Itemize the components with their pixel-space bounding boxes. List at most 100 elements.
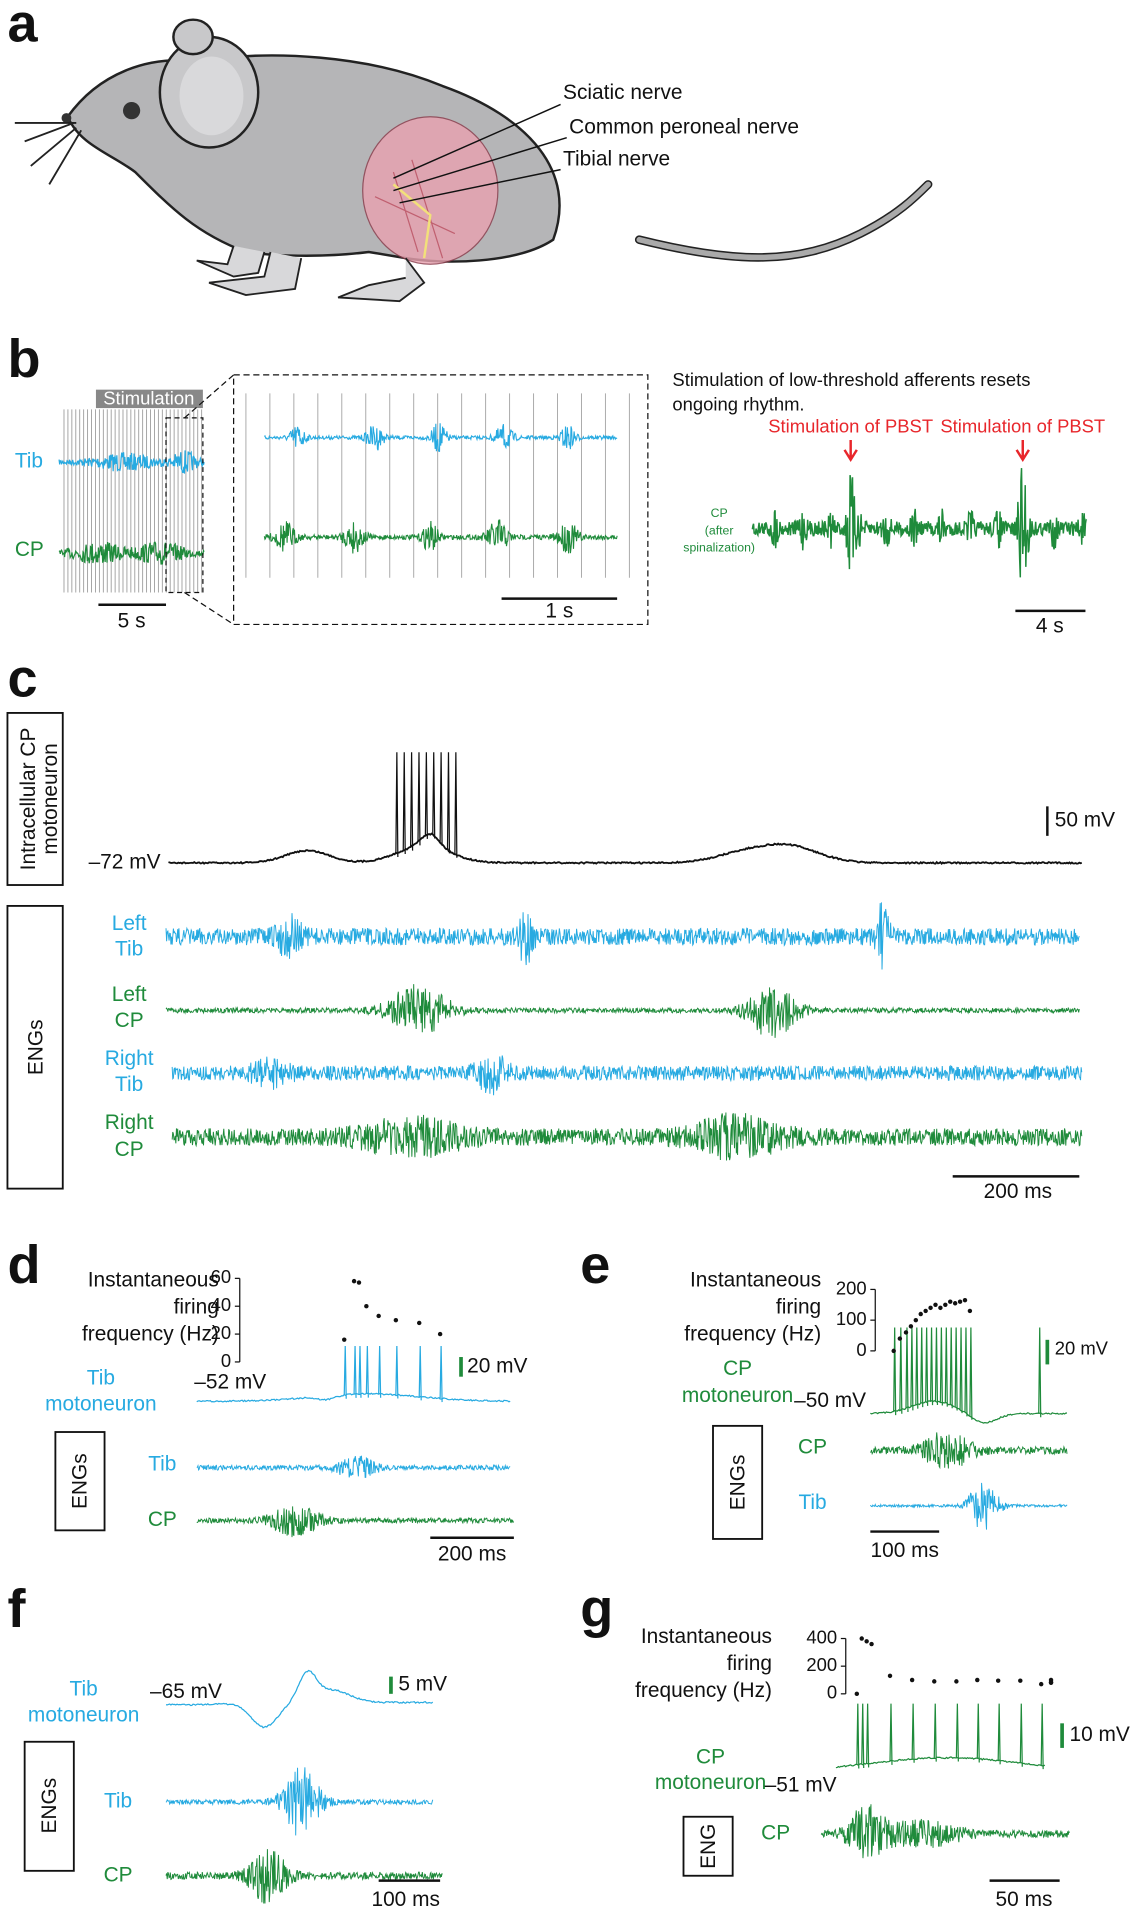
spike [866,1703,870,1768]
freq-point [967,1308,973,1314]
box [23,1740,75,1872]
trace-label: CP [798,1436,827,1459]
marker-label: Stimulation of PBST [768,416,933,437]
freq-point [903,1330,909,1335]
resting-label: –52 mV [194,1370,266,1393]
panel-label: f [7,1579,26,1639]
spike [410,752,414,851]
trace-label: CP [115,1138,144,1161]
note: ongoing rhythm. [672,394,804,415]
freq-point [859,1636,864,1641]
spike [893,1327,897,1416]
axis-label: Instantaneous [690,1268,821,1291]
trace [196,1506,514,1538]
trace-label: CP [696,1745,725,1768]
spike [976,1703,980,1763]
trace [165,1767,434,1836]
freq-point [962,1297,968,1303]
spike [899,1327,903,1414]
freq-point [393,1317,399,1323]
trace-label: Tib [104,1790,132,1813]
spike [856,1703,860,1769]
axis-label: firing [776,1295,821,1318]
freq-point [928,1305,933,1311]
trace [165,1849,443,1904]
annotation: Sciatic nerve [563,81,683,104]
trace-label: motoneuron [682,1384,793,1407]
spike [1019,1703,1023,1767]
box-label: Intracellular CP [17,728,40,871]
zoom-panel [233,374,649,626]
freq-point [975,1677,980,1683]
trace [820,1804,1070,1859]
spike [933,1703,937,1762]
resting-label: –72 mV [89,850,161,873]
trace-label: CP [115,1009,144,1032]
trace [58,541,205,565]
freq-point [995,1678,1001,1683]
box [6,904,64,1190]
spike [955,1703,959,1762]
spike [454,752,458,858]
spike [954,1327,958,1411]
stim-bar [95,389,203,409]
spike [959,1327,963,1414]
scale-label: 100 ms [371,1888,439,1911]
box-label: ENGs [24,1019,47,1075]
trace [869,1482,1068,1530]
scale-label: 50 mV [1055,809,1115,832]
spike [969,1327,973,1420]
trace-label: Tib [87,1367,115,1390]
trace-label: CP [761,1821,790,1844]
freq-point [933,1302,938,1308]
spike [417,752,421,846]
trace-label: (after [705,523,734,537]
stim-label: Stimulation [103,387,194,408]
freq-point [437,1331,443,1337]
trace [58,450,205,474]
trace-label: Tib [148,1453,176,1476]
spike [446,752,451,854]
box-label: ENGs [726,1455,749,1511]
spike [910,1327,914,1411]
trace [196,1455,511,1478]
panel-label: c [7,648,37,708]
scale-label: 20 mV [467,1354,527,1377]
trace-label: Tib [15,450,43,473]
spike [939,1327,943,1406]
trace [165,984,1080,1038]
box-label: ENG [697,1824,720,1869]
freq-point [356,1280,362,1285]
trace-label: Right [105,1111,154,1134]
y-tick-label: 40 [211,1294,232,1315]
spike [418,1345,422,1401]
trace [171,1112,1083,1161]
spike [402,752,406,855]
annotation: Common peroneal nerve [569,115,799,138]
box-label: ENGs [38,1778,61,1834]
freq-point [913,1317,919,1323]
spike [934,1327,939,1406]
trace [263,519,618,554]
membrane-trace [196,1392,511,1403]
freq-point [887,1673,893,1679]
spike [1040,1703,1044,1770]
spike [911,1703,915,1763]
axis-label: frequency (Hz) [82,1322,219,1345]
spike [343,1345,347,1399]
freq-point [376,1313,381,1319]
annotation: Tibial nerve [563,147,670,170]
trace-label: CP [104,1863,133,1886]
trace [870,1432,1068,1470]
spike [395,1345,399,1399]
membrane-trace [168,832,1083,865]
freq-point [943,1302,948,1308]
trace [171,1055,1083,1096]
trace-label: CP [15,538,44,561]
y-tick-label: 60 [211,1266,232,1287]
trace-label: CP [148,1508,177,1531]
scale-label: 5 mV [398,1673,447,1696]
spike [944,1327,948,1407]
scale-label: 20 mV [1055,1338,1109,1359]
